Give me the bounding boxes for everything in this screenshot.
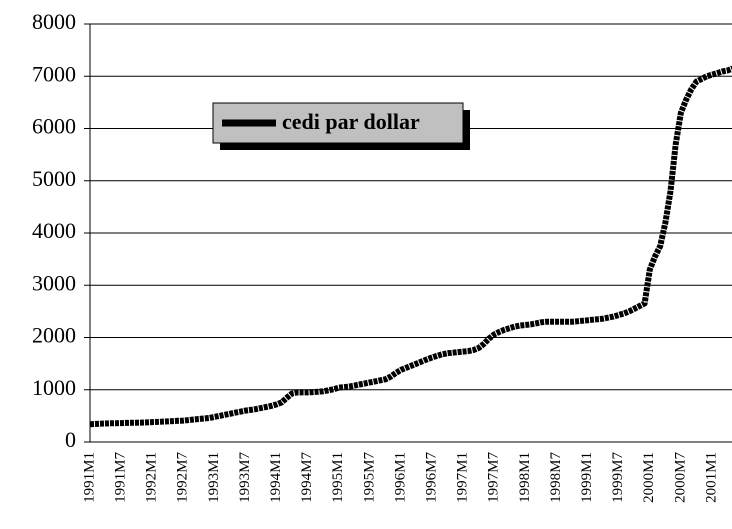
- y-tick-label: 6000: [32, 114, 76, 139]
- x-tick-label: 1999M1: [579, 452, 595, 503]
- x-tick-label: 1992M7: [175, 452, 191, 503]
- x-tick-label: 1994M1: [268, 452, 284, 503]
- y-tick-label: 1000: [32, 375, 76, 400]
- x-tick-label: 1995M7: [361, 452, 377, 503]
- y-tick-label: 3000: [32, 270, 76, 295]
- x-tick-label: 1991M7: [113, 452, 129, 503]
- x-tick-label: 2001M1: [703, 452, 719, 503]
- x-tick-label: 1993M7: [237, 452, 253, 503]
- x-tick-label: 1995M1: [330, 452, 346, 503]
- y-tick-label: 8000: [32, 9, 76, 34]
- x-tick-label: 1999M7: [610, 452, 626, 503]
- x-tick-label: 1998M1: [517, 452, 533, 503]
- y-tick-label: 0: [65, 427, 76, 452]
- y-tick-label: 2000: [32, 323, 76, 348]
- y-tick-label: 4000: [32, 218, 76, 243]
- x-tick-label: 1994M7: [299, 452, 315, 503]
- x-tick-label: 1997M1: [455, 452, 471, 503]
- x-tick-label: 1998M7: [548, 452, 564, 503]
- x-tick-label: 1996M7: [424, 452, 440, 503]
- x-tick-label: 1996M1: [392, 452, 408, 503]
- x-tick-label: 1993M1: [206, 452, 222, 503]
- legend-label: cedi par dollar: [282, 109, 420, 134]
- y-tick-label: 5000: [32, 166, 76, 191]
- x-tick-label: 1997M7: [486, 452, 502, 503]
- x-tick-label: 2000M1: [641, 452, 657, 503]
- x-tick-label: 1991M1: [81, 452, 97, 503]
- x-tick-label: 1992M1: [144, 452, 160, 503]
- data-line: [89, 65, 732, 428]
- x-tick-label: 2000M7: [672, 452, 688, 503]
- y-tick-label: 7000: [32, 61, 76, 86]
